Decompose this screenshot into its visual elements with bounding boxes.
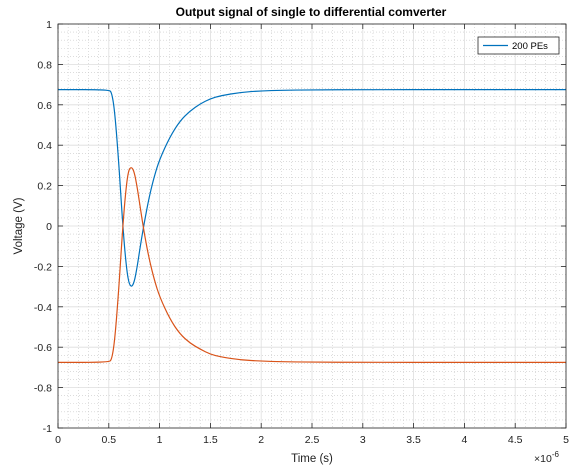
y-tick-label: 0.6 [37,100,52,112]
chart-title: Output signal of single to differential … [176,5,447,19]
y-tick-label: -0.6 [34,342,52,354]
x-tick-label: 0.5 [101,434,116,446]
x-axis-exponent: ×10-6 [534,450,559,465]
y-tick-label: 0 [46,221,52,233]
series-layer [57,89,566,363]
x-tick-label: 1.5 [203,434,218,446]
x-tick-label: 4.5 [508,434,523,446]
y-tick-label: 0.2 [37,181,52,193]
x-tick-labels: 0 0.5 1 1.5 2 2.5 3 3.5 4 4.5 5 [55,434,569,446]
x-tick-label: 2.5 [305,434,320,446]
grid [57,23,567,429]
x-exponent-base: ×10 [534,453,552,465]
x-tick-label: 5 [563,434,569,446]
series-line-2 [57,167,566,363]
legend-entry-label: 200 PEs [512,41,548,52]
y-tick-label: -0.8 [34,383,52,395]
series-line-1 [58,89,566,287]
x-tick-label: 1 [157,434,163,446]
legend-box [477,36,560,55]
y-tick-label: -0.4 [34,302,52,314]
x-tick-label: 3.5 [406,434,421,446]
x-axis-label: Time (s) [291,453,333,465]
x-tick-label: 4 [461,434,467,446]
y-tick-label: -1 [43,423,52,435]
y-tick-label: -0.2 [34,261,52,273]
x-exponent-power: -6 [552,450,560,459]
y-tick-labels: -1 -0.8 -0.6 -0.4 -0.2 0 0.2 0.4 0.6 0.8 1 [34,19,52,435]
ticks [57,23,567,429]
y-axis-label: Voltage (V) [13,197,25,254]
y-tick-label: 0.4 [37,140,52,152]
y-tick-label: 0.8 [37,59,52,71]
legend: 200 PEs [477,36,560,55]
x-tick-label: 2 [258,434,264,446]
y-tick-label: 1 [46,19,52,31]
x-tick-label: 0 [55,434,61,446]
x-tick-label: 3 [360,434,366,446]
